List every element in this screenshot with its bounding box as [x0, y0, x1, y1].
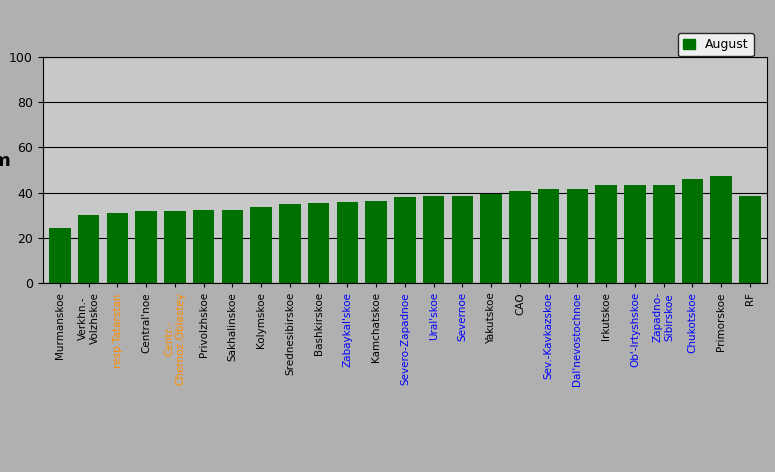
Bar — [394, 197, 415, 283]
Bar — [250, 207, 272, 283]
Bar — [682, 179, 703, 283]
Bar — [193, 210, 215, 283]
Bar — [365, 201, 387, 283]
Bar — [164, 211, 186, 283]
Bar — [336, 202, 358, 283]
Bar — [711, 176, 732, 283]
Bar — [136, 211, 157, 283]
Bar — [107, 213, 128, 283]
Bar — [653, 185, 674, 283]
Y-axis label: m: m — [0, 152, 10, 170]
Bar — [308, 203, 329, 283]
Bar — [480, 194, 502, 283]
Bar — [423, 196, 445, 283]
Bar — [624, 185, 646, 283]
Bar — [78, 215, 99, 283]
Bar — [509, 192, 531, 283]
Bar — [452, 196, 474, 283]
Bar — [538, 189, 560, 283]
Bar — [595, 185, 617, 283]
Legend: August: August — [677, 34, 754, 57]
Bar — [222, 210, 243, 283]
Bar — [567, 189, 588, 283]
Bar — [739, 196, 761, 283]
Bar — [49, 228, 71, 283]
Bar — [279, 204, 301, 283]
